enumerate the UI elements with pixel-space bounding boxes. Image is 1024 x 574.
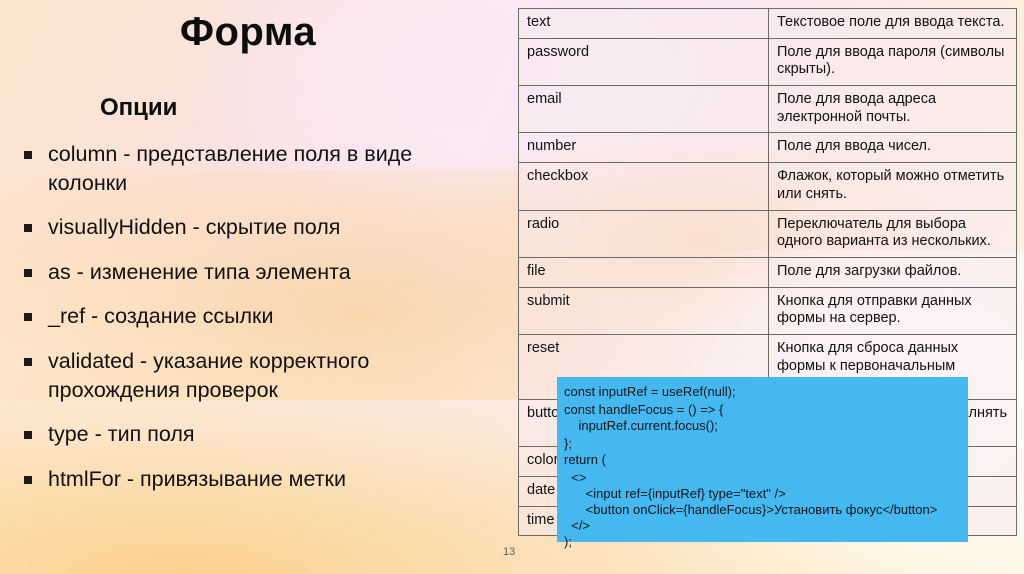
code-line: <input ref={inputRef} type="text" />: [564, 486, 786, 501]
cell-type: text: [518, 8, 769, 39]
list-item: _ref - создание ссылки: [16, 302, 486, 331]
square-bullet-icon: [24, 357, 32, 366]
bullet-label: as - изменение типа элемента: [48, 259, 351, 284]
cell-description: Поле для ввода адреса электронной почты.: [768, 85, 1017, 134]
bullet-label: _ref - создание ссылки: [48, 304, 274, 329]
page-number: 13: [503, 546, 516, 558]
table-row: email Поле для ввода адреса электронной …: [518, 85, 1017, 134]
list-item: as - изменение типа элемента: [16, 258, 486, 287]
list-item: visuallyHidden - скрытие поля: [16, 213, 486, 242]
table-row: password Поле для ввода пароля (символы …: [518, 37, 1017, 87]
cell-description: Кнопка для отправки данных формы на серв…: [768, 286, 1017, 335]
cell-description: Поле для ввода чисел.: [768, 132, 1017, 164]
table-row: text Текстовое поле для ввода текста.: [518, 8, 1017, 39]
cell-type: radio: [518, 209, 769, 258]
code-line: );: [564, 534, 572, 549]
list-item: validated - указание корректного прохожд…: [16, 347, 486, 404]
bullet-label: visuallyHidden - скрытие поля: [48, 215, 341, 240]
code-line: </>: [564, 518, 591, 533]
table-row: submit Кнопка для отправки данных формы …: [518, 286, 1017, 335]
bullet-label: validated - указание корректного прохожд…: [48, 348, 370, 402]
cell-description: Флажок, который можно отметить или снять…: [768, 162, 1017, 211]
bullet-label: htmlFor - привязывание метки: [48, 466, 346, 491]
list-item: type - тип поля: [16, 420, 486, 449]
code-snippet-overlay: const inputRef = useRef(null); const han…: [557, 377, 968, 548]
code-line: const inputRef = useRef(null);: [564, 384, 736, 399]
square-bullet-icon: [24, 151, 32, 159]
table-row: radio Переключатель для выбора одного ва…: [518, 209, 1017, 258]
cell-type: submit: [518, 286, 769, 335]
cell-description: Переключатель для выбора одного варианта…: [768, 209, 1017, 258]
code-line: inputRef.current.focus();: [564, 418, 718, 433]
table-row: checkbox Флажок, который можно отметить …: [518, 162, 1017, 211]
square-bullet-icon: [24, 475, 32, 484]
square-bullet-icon: [24, 268, 32, 277]
cell-description: Поле для загрузки файлов.: [768, 256, 1017, 288]
list-item: htmlFor - привязывание метки: [16, 465, 486, 494]
code-line: <>: [564, 470, 587, 485]
options-bullet-list: column - представление поля в виде колон…: [16, 140, 486, 509]
code-line: return (: [564, 452, 606, 467]
cell-type: number: [518, 132, 769, 164]
left-content-column: Форма Опции column - представление поля …: [0, 0, 500, 574]
code-line: const handleFocus = () => {: [564, 402, 724, 417]
cell-type: email: [518, 85, 769, 134]
bullet-label: type - тип поля: [48, 422, 195, 447]
bullet-label: column - представление поля в виде колон…: [48, 142, 413, 195]
cell-description: Поле для ввода пароля (символы скрыты).: [768, 37, 1017, 87]
page-title: Форма: [179, 10, 317, 54]
section-subtitle: Опции: [100, 94, 178, 121]
code-line: <button onClick={handleFocus}>Установить…: [564, 502, 938, 517]
square-bullet-icon: [24, 431, 32, 440]
code-line: };: [564, 436, 572, 451]
list-item: column - представление поля в виде колон…: [16, 140, 486, 197]
table-row: file Поле для загрузки файлов.: [518, 256, 1017, 288]
cell-type: file: [518, 256, 769, 288]
cell-type: password: [518, 37, 769, 87]
table-row: number Поле для ввода чисел.: [518, 132, 1017, 164]
square-bullet-icon: [24, 224, 32, 233]
cell-description: Текстовое поле для ввода текста.: [768, 8, 1017, 39]
cell-type: checkbox: [518, 162, 769, 211]
square-bullet-icon: [24, 313, 32, 322]
